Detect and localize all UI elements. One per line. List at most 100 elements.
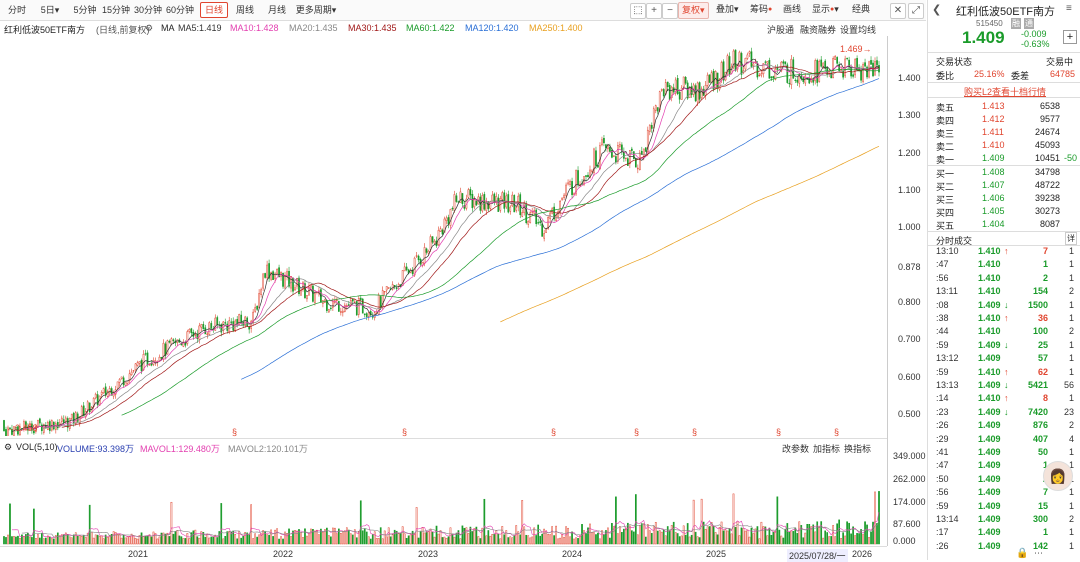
candle-body (796, 79, 799, 83)
l2-upgrade-link[interactable]: 购买L2查看十档行情 (964, 87, 1047, 97)
volume-bar (427, 531, 430, 545)
tick-volume: 7 (1042, 487, 1048, 498)
dividend-marker[interactable]: § (692, 427, 698, 437)
volume-bar (224, 535, 227, 545)
ticks-list[interactable]: 13:10 1.410 ↑ 7 1:47 1.410 1 1:56 1.410 2 1 13:11 1.… (928, 246, 1080, 560)
volume-bar (465, 527, 468, 545)
zoom-out-icon[interactable]: − (662, 3, 678, 19)
hk-connect-link[interactable]: 沪股通 (767, 25, 795, 35)
period-more[interactable]: 更多周期▾ (294, 3, 338, 17)
dividend-marker[interactable]: § (776, 427, 782, 437)
fullscreen-icon[interactable]: ⤢ (908, 3, 924, 19)
volume-bar (437, 533, 440, 545)
period-60min[interactable]: 60分钟 (165, 5, 194, 15)
candle-body (194, 334, 197, 336)
volume-bar (236, 538, 239, 545)
volume-bar (447, 536, 450, 545)
candle-body (276, 268, 278, 274)
overlay-dropdown[interactable]: 叠加▾ (716, 2, 739, 17)
candle-body (19, 426, 21, 435)
level-volume: 24674 (1034, 127, 1060, 137)
ticks-detail-button[interactable]: 详 (1065, 232, 1077, 245)
candle-body (595, 150, 597, 166)
dividend-marker[interactable]: § (402, 427, 408, 437)
volume-bar (680, 535, 683, 545)
minimize-icon[interactable]: ✕ (890, 3, 906, 19)
volume-bar (778, 529, 781, 545)
margin-trading-link[interactable]: 融资融券 (800, 25, 837, 35)
dividend-marker[interactable]: § (834, 427, 840, 437)
menu-icon[interactable]: ≡ (1066, 3, 1072, 14)
add-watchlist-icon[interactable]: + (1063, 30, 1077, 44)
period-weekly[interactable]: 周线 (235, 5, 254, 15)
draw-line-button[interactable]: 画线 (783, 4, 802, 14)
volume-bar (858, 533, 860, 545)
price-tick: 0.878 (898, 262, 921, 272)
candle-body (515, 207, 518, 211)
volume-bar (740, 527, 743, 545)
volume-bar (690, 534, 693, 545)
lock-icon[interactable]: 🔒 (1016, 548, 1029, 559)
tick-time: 13:13 (936, 380, 959, 390)
volume-bar (672, 521, 675, 545)
switch-indicator-button[interactable]: 换指标 (844, 444, 872, 454)
level-volume: 34798 (1034, 167, 1060, 177)
ma-settings-link[interactable]: 设置均线 (840, 25, 877, 35)
candle-body (650, 125, 653, 129)
volume-bar (720, 521, 723, 545)
volume-bar (549, 534, 551, 545)
edit-params-button[interactable]: 改参数 (782, 444, 810, 454)
volume-bar (266, 534, 268, 545)
volume-bar (615, 496, 617, 545)
panel-collapse-icon[interactable]: ❮ (932, 4, 942, 16)
dividend-marker[interactable]: § (634, 427, 640, 437)
chips-button[interactable]: 筹码● (750, 2, 772, 17)
add-indicator-button[interactable]: 加指标 (813, 444, 841, 454)
dividend-marker[interactable]: § (551, 427, 557, 437)
assistant-avatar[interactable]: 👩 (1043, 461, 1073, 491)
candle-body (328, 309, 330, 313)
candle-body (365, 313, 368, 317)
volume-bar (274, 529, 276, 545)
display-dropdown[interactable]: 显示●▾ (812, 2, 839, 17)
period-30min[interactable]: 30分钟 (133, 5, 162, 15)
volume-settings-icon[interactable]: ⚙ (4, 442, 13, 452)
settings-icon[interactable]: ⚙ (145, 23, 154, 33)
more-icon[interactable]: ⋯ (1034, 548, 1043, 558)
expand-icon[interactable]: ⬚ (630, 3, 646, 19)
candle-body (535, 209, 538, 225)
candle-body (822, 62, 825, 68)
candle-body (190, 328, 193, 334)
volume-bar (551, 526, 553, 545)
zoom-in-icon[interactable]: + (646, 3, 662, 19)
x-tick: 2025 (706, 549, 727, 559)
candlestick-chart[interactable] (0, 36, 888, 436)
volume-bar (517, 531, 520, 545)
vol-label: VOL(5,10) (16, 442, 58, 452)
dividend-marker[interactable]: § (232, 427, 238, 437)
classic-button[interactable]: 经典 (852, 4, 871, 14)
weicha-value: 64785 (1050, 69, 1076, 79)
restore-rights-dropdown[interactable]: 复权▾ (678, 2, 709, 19)
volume-bar (756, 526, 759, 545)
period-15min[interactable]: 15分钟 (101, 5, 130, 15)
candle-body (439, 228, 442, 232)
period-intraday[interactable]: 分时 (7, 5, 26, 15)
tick-price: 1.409 (978, 380, 1001, 390)
volume-bar (19, 537, 21, 545)
tick-time: :23 (936, 406, 949, 417)
volume-bar (595, 534, 597, 545)
candle-body (230, 321, 233, 323)
volume-bar (451, 533, 454, 545)
period-monthly[interactable]: 月线 (267, 5, 286, 15)
period-5min[interactable]: 5分钟 (73, 5, 97, 15)
volume-bar (804, 532, 807, 545)
volume-bar (204, 536, 207, 545)
volume-chart[interactable] (0, 454, 888, 546)
volume-bar (17, 535, 19, 545)
candle-body (339, 310, 342, 313)
period-5day[interactable]: 5日▾ (38, 3, 62, 17)
period-daily[interactable]: 日线 (200, 2, 228, 18)
candle-body (338, 301, 340, 312)
price-tick: 1.100 (898, 185, 921, 195)
